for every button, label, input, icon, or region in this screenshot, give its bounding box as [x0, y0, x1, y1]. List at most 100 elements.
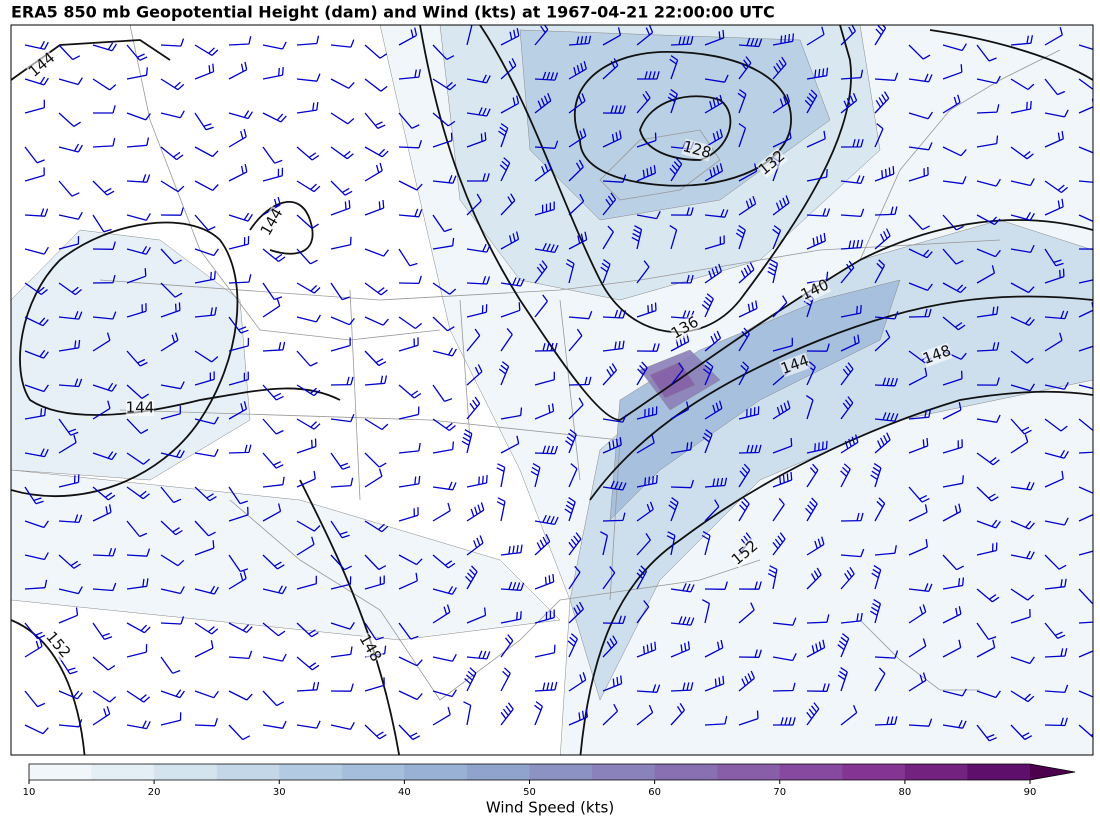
- wind-barb: [602, 414, 627, 423]
- wind-barb: [466, 502, 485, 522]
- wind-barb: [58, 77, 83, 86]
- wind-barb: [908, 437, 929, 454]
- wind-barb: [398, 180, 423, 191]
- wind-barb: [942, 64, 963, 80]
- wind-barb: [942, 606, 962, 624]
- wind-barb: [466, 74, 491, 84]
- wind-barb: [160, 616, 185, 625]
- wind-barb: [398, 406, 420, 420]
- wind-barb: [92, 332, 111, 352]
- wind-barb: [1078, 180, 1093, 183]
- wind-barb: [772, 130, 792, 148]
- wind-barb: [703, 361, 714, 386]
- wind-barb: [398, 69, 421, 80]
- wind-barb: [126, 452, 151, 465]
- wind-barb: [262, 341, 286, 352]
- wind-barb: [262, 112, 287, 123]
- wind-barb: [398, 622, 419, 640]
- title: ERA5 850 mb Geopotential Height (dam) an…: [11, 3, 775, 22]
- wind-barb: [398, 140, 423, 149]
- wind-barb: [670, 36, 694, 46]
- wind-barb: [1010, 316, 1035, 326]
- wind-barb: [58, 112, 81, 127]
- wind-barb: [806, 639, 826, 658]
- wind-barb: [636, 600, 650, 624]
- wind-barb: [806, 26, 825, 46]
- contour-label-bg: [258, 205, 286, 239]
- wind-barb: [942, 475, 964, 488]
- wind-barb: [466, 364, 483, 386]
- wind-barb: [24, 282, 48, 296]
- wind-barb: [160, 78, 185, 91]
- wind-barb: [398, 27, 418, 46]
- wind-barb: [296, 520, 321, 532]
- wind-barb: [908, 166, 929, 182]
- wind-barb: [1044, 554, 1067, 570]
- wind-barb: [126, 690, 151, 703]
- wind-barb: [296, 314, 321, 323]
- wind-barb: [840, 566, 855, 590]
- wind-barb: [500, 193, 516, 216]
- wind-barb: [262, 585, 287, 595]
- wind-barb: [296, 656, 320, 671]
- wind-barb: [500, 435, 520, 454]
- wind-barb: [1078, 513, 1093, 522]
- wind-barb: [1078, 214, 1093, 223]
- wind-barb: [296, 35, 320, 46]
- wind-barb: [262, 653, 287, 662]
- wind-barb: [398, 316, 423, 330]
- wind-barb: [364, 375, 388, 386]
- wind-barb: [24, 167, 45, 182]
- colorbar-tick-label: 90: [1024, 787, 1037, 798]
- wind-barb: [1044, 622, 1066, 639]
- colorbar-segment: [91, 764, 155, 780]
- wind-barb: [466, 535, 484, 556]
- wind-barb: [670, 682, 694, 692]
- wind-barb: [330, 683, 354, 692]
- wind-barb: [330, 337, 351, 352]
- wind-barb: [1044, 517, 1069, 526]
- wind-barb: [806, 536, 825, 556]
- wind-barb: [364, 199, 385, 216]
- wind-barb: [670, 362, 684, 386]
- wind-barb: [194, 416, 219, 425]
- wind-barb: [874, 91, 890, 114]
- wind-barb: [160, 381, 185, 390]
- wind-barb: [772, 400, 791, 420]
- wind-barb: [262, 248, 286, 263]
- wind-barb: [976, 452, 1000, 466]
- wind-barb: [432, 78, 457, 91]
- colorbar-segment: [466, 764, 530, 780]
- wind-barb: [330, 39, 355, 48]
- wind-barb: [942, 554, 964, 571]
- wind-barb: [840, 175, 865, 185]
- wind-barb: [92, 214, 112, 233]
- wind-barb: [670, 441, 693, 454]
- wind-barb: [160, 110, 185, 119]
- wind-barb: [1078, 550, 1093, 556]
- wind-barb: [160, 586, 185, 595]
- wind-barb: [330, 452, 351, 470]
- wind-barb: [24, 316, 49, 327]
- wind-barb: [704, 29, 725, 46]
- wind-barb: [636, 25, 654, 46]
- wind-barb: [976, 306, 999, 318]
- wind-barb: [58, 44, 81, 61]
- wind-barb: [92, 582, 117, 592]
- wind-barb: [534, 342, 558, 352]
- wind-barb: [296, 350, 318, 367]
- wind-barb: [772, 437, 793, 454]
- wind-barb: [908, 672, 927, 692]
- wind-barb: [92, 690, 117, 703]
- wind-barb: [602, 363, 618, 386]
- wind-barb: [58, 180, 80, 197]
- wind-barb: [500, 327, 513, 352]
- wind-barb: [160, 38, 185, 47]
- wind-barb: [636, 406, 658, 420]
- wind-barb: [364, 248, 389, 257]
- wind-barb: [772, 471, 793, 488]
- wind-barb: [1010, 350, 1034, 364]
- wind-barb: [534, 140, 559, 149]
- map-frame: [10, 24, 1094, 756]
